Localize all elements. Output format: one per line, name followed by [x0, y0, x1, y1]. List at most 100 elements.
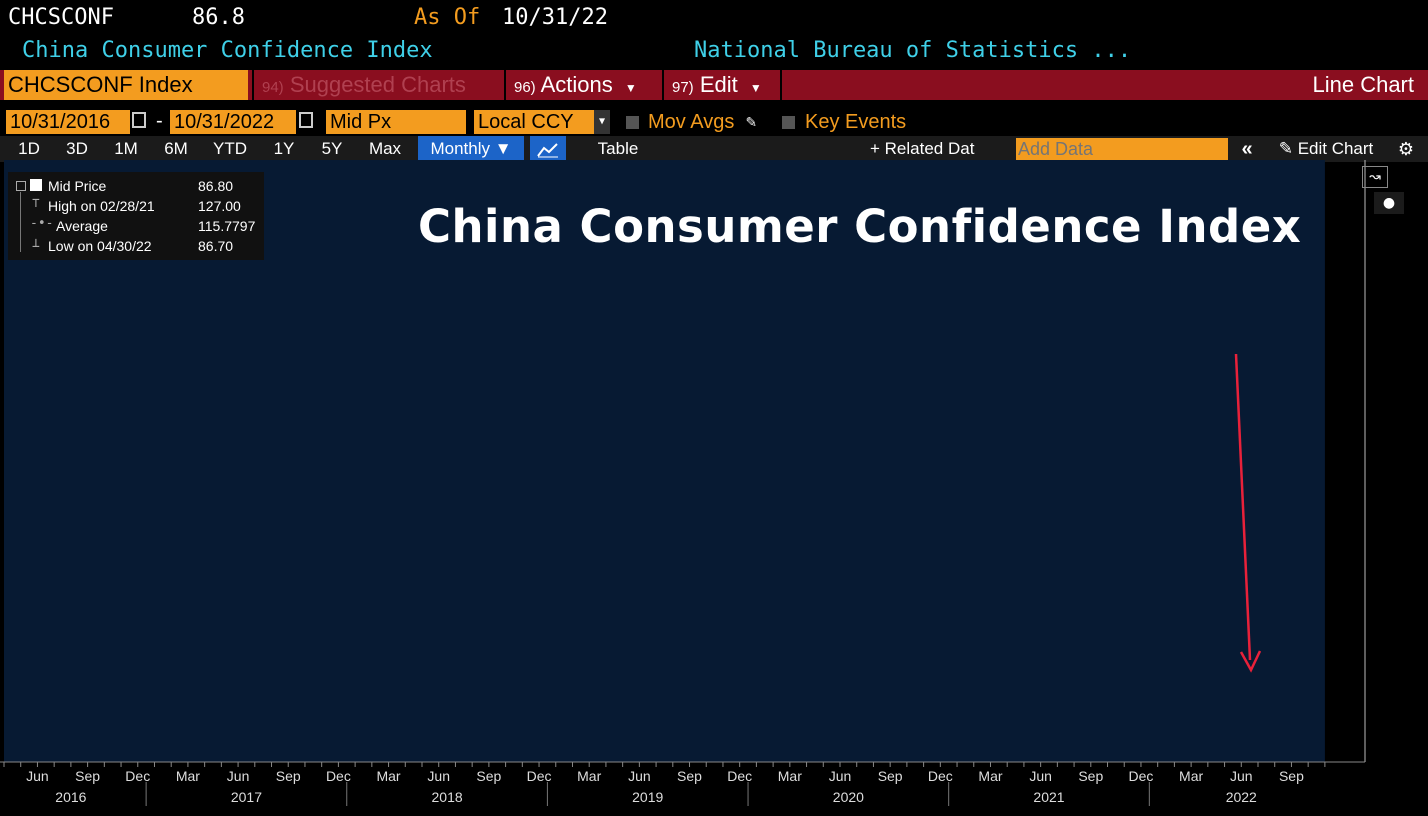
range-max-button[interactable]: Max — [368, 139, 402, 158]
legend-label-low: Low on 04/30/22 — [48, 238, 152, 254]
edit-chart-label: Edit Chart — [1297, 139, 1374, 158]
suggested-charts-button[interactable]: 94) Suggested Charts — [252, 70, 502, 100]
actions-button[interactable]: 96) Actions ▼ — [504, 70, 660, 100]
legend-tree-line — [20, 192, 21, 252]
range-3d-button[interactable]: 3D — [66, 139, 88, 158]
x-month-label: Jun — [628, 768, 651, 784]
range-5y-button[interactable]: 5Y — [321, 139, 343, 158]
range-6m-button[interactable]: 6M — [164, 139, 188, 158]
calendar-icon[interactable] — [132, 112, 146, 128]
legend-value-average: 115.7797 — [198, 218, 256, 234]
x-month-label: Jun — [1029, 768, 1052, 784]
chevron-down-icon: ▼ — [494, 139, 512, 158]
security-input[interactable]: CHCSCONF Index — [4, 70, 248, 100]
key-events-label: Key Events — [805, 111, 907, 133]
last-value: 86.8 — [192, 5, 245, 30]
edit-chart-button[interactable]: ✎ Edit Chart — [1266, 136, 1386, 162]
date-separator: - — [156, 110, 163, 132]
range-ytd-button[interactable]: YTD — [213, 139, 247, 158]
x-month-label: Dec — [326, 768, 351, 784]
x-month-label: Mar — [176, 768, 200, 784]
mov-avgs-label: Mov Avgs — [648, 111, 735, 133]
double-chevron-left-icon[interactable]: « — [1241, 138, 1253, 160]
gear-icon[interactable]: ⚙ — [1397, 139, 1415, 159]
x-month-label: Dec — [1129, 768, 1154, 784]
x-year-label: 2018 — [432, 789, 463, 805]
legend-value-high: 127.00 — [198, 198, 241, 214]
x-month-label: Jun — [427, 768, 450, 784]
x-month-label: Sep — [75, 768, 100, 784]
chart-title: China Consumer Confidence Index — [418, 200, 1302, 253]
x-month-label: Sep — [1279, 768, 1304, 784]
security-description: China Consumer Confidence Index National… — [0, 36, 1428, 68]
x-month-label: Jun — [1230, 768, 1253, 784]
period-label: Monthly — [430, 139, 490, 158]
mov-avgs-checkbox[interactable] — [626, 116, 639, 129]
x-month-label: Jun — [227, 768, 250, 784]
calendar-icon[interactable] — [299, 112, 313, 128]
add-data-input[interactable] — [1016, 138, 1228, 160]
range-1y-button[interactable]: 1Y — [273, 139, 295, 158]
edit-button[interactable]: 97) Edit ▼ — [662, 70, 778, 100]
chevron-down-icon: ▼ — [749, 81, 762, 95]
record-icon[interactable]: ● — [1374, 192, 1404, 214]
legend-panel: Mid Price 86.80 ⊤ High on 02/28/21 127.0… — [8, 172, 264, 260]
x-month-label: Sep — [276, 768, 301, 784]
range-1m-button[interactable]: 1M — [114, 139, 138, 158]
table-button[interactable]: Table — [597, 139, 639, 158]
x-month-label: Dec — [928, 768, 953, 784]
x-year-label: 2016 — [55, 789, 86, 805]
actions-label: Actions — [540, 72, 613, 97]
range-1d-button[interactable]: 1D — [18, 139, 40, 158]
currency-select[interactable]: Local CCY — [474, 110, 594, 134]
data-source: National Bureau of Statistics ... — [694, 38, 1132, 63]
annotation-arrow-shaft — [1234, 353, 1252, 661]
period-select[interactable]: Monthly ▼ — [418, 136, 524, 162]
x-month-label: Mar — [978, 768, 1002, 784]
chart-zoom-icon[interactable]: ↝ — [1362, 166, 1388, 188]
line-chart-icon[interactable] — [530, 136, 566, 162]
x-month-label: Dec — [125, 768, 150, 784]
legend-label-high: High on 02/28/21 — [48, 198, 155, 214]
x-month-label: Sep — [1078, 768, 1103, 784]
pencil-icon[interactable]: ✎ — [746, 112, 757, 132]
legend-value-low: 86.70 — [198, 238, 234, 254]
x-month-label: Mar — [778, 768, 802, 784]
as-of-label: As Of — [414, 5, 481, 30]
x-year-label: 2017 — [231, 789, 262, 805]
chart-svg: 9010011012013086.80JunSepDecMarJunSepDec… — [0, 0, 1366, 806]
suggested-num: 94) — [262, 79, 284, 96]
main-toolbar: CHCSCONF Index 94) Suggested Charts 96) … — [0, 70, 1428, 100]
x-month-label: Jun — [829, 768, 852, 784]
edit-label: Edit — [699, 72, 738, 97]
related-data-button[interactable]: + Related Dat — [870, 139, 975, 158]
x-year-label: 2019 — [632, 789, 663, 805]
low-marker-icon: ⊥ — [32, 236, 40, 251]
as-of-date: 10/31/22 — [502, 5, 608, 30]
x-year-label: 2022 — [1226, 789, 1257, 805]
legend-collapse-icon[interactable] — [16, 181, 26, 191]
x-month-label: Sep — [878, 768, 903, 784]
x-month-label: Dec — [727, 768, 752, 784]
high-marker-icon: ⊤ — [32, 196, 40, 211]
x-year-label: 2021 — [1033, 789, 1064, 805]
chevron-down-icon[interactable]: ▼ — [594, 110, 610, 134]
series-area — [4, 0, 1325, 762]
security-name: China Consumer Confidence Index — [22, 38, 433, 63]
legend-value-mid-price: 86.80 — [198, 178, 234, 194]
x-month-label: Mar — [577, 768, 601, 784]
suggested-label: Suggested Charts — [289, 72, 466, 97]
edit-num: 97) — [672, 79, 694, 96]
range-toolbar: 1D 3D 1M 6M YTD 1Y 5Y Max Monthly ▼ Tabl… — [0, 136, 1428, 162]
start-date-input[interactable]: 10/31/2016 — [6, 110, 130, 134]
field-select[interactable]: Mid Px — [326, 110, 466, 134]
x-month-label: Jun — [26, 768, 49, 784]
chart-type-label[interactable]: Line Chart — [780, 70, 1420, 100]
legend-label-mid-price: Mid Price — [48, 178, 107, 194]
legend-label-average: Average — [56, 218, 108, 234]
x-month-label: Mar — [1179, 768, 1203, 784]
ticker-label: CHCSCONF — [8, 5, 114, 30]
end-date-input[interactable]: 10/31/2022 — [170, 110, 296, 134]
annotation-arrow-head — [1239, 650, 1262, 673]
key-events-checkbox[interactable] — [782, 116, 795, 129]
